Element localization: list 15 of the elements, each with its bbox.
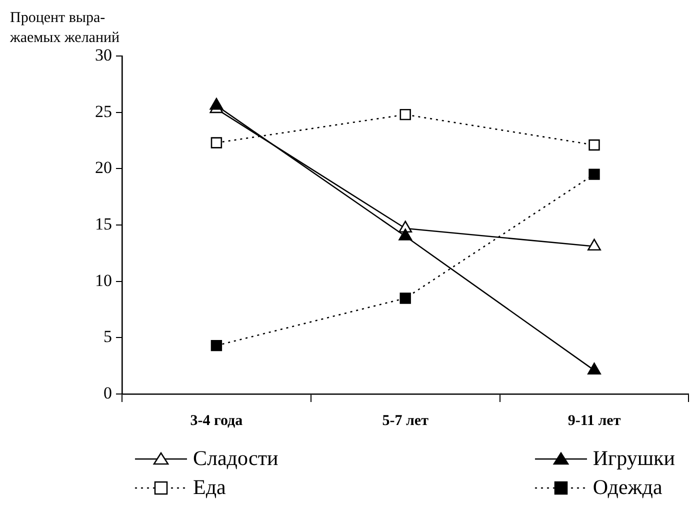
x-tick-label: 5-7 лет bbox=[382, 412, 430, 429]
y-tick-label: 25 bbox=[95, 102, 112, 121]
y-tick-label: 0 bbox=[104, 383, 112, 402]
y-tick-label: 30 bbox=[95, 45, 112, 64]
y-tick-label: 20 bbox=[95, 158, 112, 178]
y-tick-label: 10 bbox=[95, 270, 112, 290]
x-tick-label: 3-4 года bbox=[190, 412, 244, 429]
legend-label: Сладости bbox=[193, 446, 278, 471]
y-axis-title: Процент выра- жаемых желаний bbox=[10, 9, 120, 48]
y-tick-label: 15 bbox=[95, 214, 112, 234]
x-tick-label: 9-11 лет bbox=[568, 412, 622, 429]
y-tick-label: 5 bbox=[104, 327, 112, 346]
legend-label: Одежда bbox=[592, 475, 662, 500]
legend-label: Еда bbox=[193, 475, 226, 500]
legend-label: Игрушки bbox=[592, 446, 675, 471]
